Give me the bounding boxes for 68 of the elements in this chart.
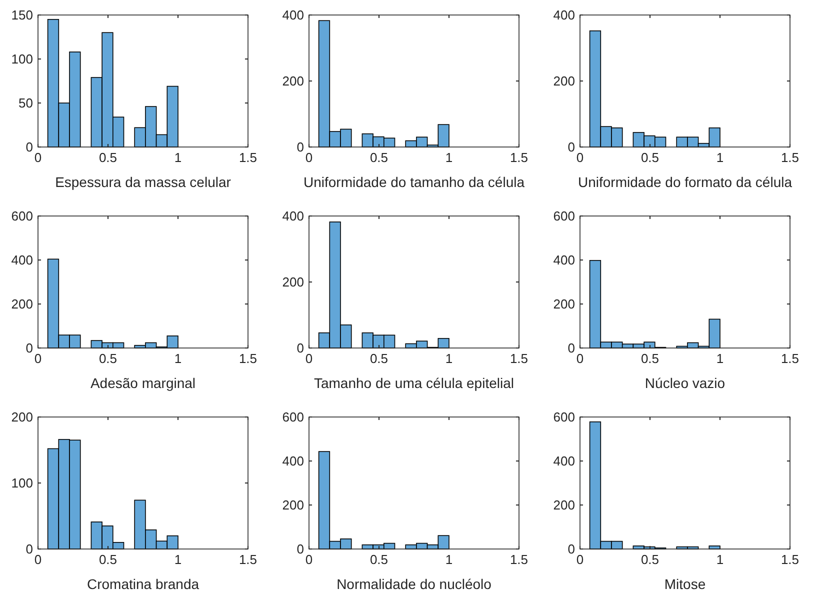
y-tick-label: 200: [553, 296, 575, 312]
y-tick-label: 0: [296, 340, 304, 356]
y-tick-label: 100: [11, 52, 33, 67]
y-tick-label: 600: [553, 410, 575, 425]
x-axis-title: Mitose: [664, 576, 706, 592]
y-tick-label: 600: [553, 208, 575, 224]
y-tick-label: 600: [282, 410, 304, 425]
x-tick-label: 1: [716, 351, 724, 366]
y-tick-label: 0: [26, 140, 33, 155]
x-axis-title: Uniformidade do formato da célula: [578, 174, 792, 190]
x-tick-label: 1: [716, 552, 724, 567]
x-tick-label: 1.5: [238, 351, 258, 366]
y-tick-label: 400: [282, 454, 304, 469]
x-tick-label: 0.5: [370, 351, 388, 366]
y-tick-label: 400: [11, 252, 33, 268]
x-tick-label: 1: [445, 552, 453, 567]
x-tick-label: 0.5: [370, 150, 388, 165]
y-tick-label: 0: [26, 542, 33, 557]
x-tick-label: 0.5: [640, 552, 660, 567]
x-tick-label: 1.5: [510, 552, 528, 567]
x-tick-label: 1.5: [510, 150, 528, 165]
x-axis-title: Núcleo vazio: [644, 375, 726, 391]
x-tick-label: 0.5: [98, 351, 118, 366]
x-tick-label: 1: [445, 150, 453, 165]
y-tick-label: 200: [282, 274, 304, 290]
x-axis-title: Tamanho de uma célula epitelial: [314, 375, 514, 391]
x-axis-title: Espessura da massa celular: [55, 174, 232, 190]
y-tick-label: 0: [568, 542, 575, 557]
y-tick-label: 0: [568, 340, 575, 356]
x-axis-title: Cromatina branda: [86, 576, 200, 592]
x-tick-label: 0.5: [98, 150, 118, 165]
x-tick-label: 0.5: [640, 150, 660, 165]
x-tick-label: 1: [174, 351, 182, 366]
y-tick-label: 600: [11, 208, 33, 224]
y-tick-label: 200: [11, 296, 33, 312]
x-tick-label: 1.5: [780, 150, 800, 165]
x-tick-label: 1: [174, 552, 182, 567]
y-tick-label: 200: [282, 498, 304, 513]
x-tick-label: 1.5: [238, 150, 258, 165]
x-axis-title: Uniformidade do tamanho da célula: [303, 174, 525, 190]
y-tick-label: 50: [18, 96, 33, 111]
y-tick-label: 100: [11, 476, 33, 491]
y-tick-label: 0: [296, 542, 304, 557]
y-tick-label: 400: [282, 208, 304, 224]
x-tick-label: 1.5: [238, 552, 258, 567]
x-axis-title: Normalidade do nucléolo: [336, 576, 492, 592]
y-tick-label: 0: [296, 140, 304, 155]
x-tick-label: 1: [716, 150, 724, 165]
y-tick-label: 0: [568, 140, 575, 155]
x-tick-label: 1.5: [780, 552, 800, 567]
y-tick-label: 400: [553, 8, 575, 23]
x-tick-label: 1.5: [510, 351, 528, 366]
x-tick-label: 1.5: [780, 351, 800, 366]
x-tick-label: 1: [174, 150, 182, 165]
x-tick-label: 1: [445, 351, 453, 366]
x-tick-label: 0.5: [98, 552, 118, 567]
y-tick-label: 0: [26, 340, 33, 356]
y-tick-label: 400: [553, 454, 575, 469]
y-tick-label: 200: [553, 74, 575, 89]
y-tick-label: 200: [553, 498, 575, 513]
y-tick-label: 400: [553, 252, 575, 268]
y-tick-label: 200: [11, 410, 33, 425]
x-tick-label: 0.5: [640, 351, 660, 366]
y-tick-label: 200: [282, 74, 304, 89]
y-tick-label: 400: [282, 8, 304, 23]
x-tick-label: 0.5: [370, 552, 388, 567]
x-axis-title: Adesão marginal: [90, 375, 196, 391]
y-tick-label: 150: [11, 8, 33, 23]
